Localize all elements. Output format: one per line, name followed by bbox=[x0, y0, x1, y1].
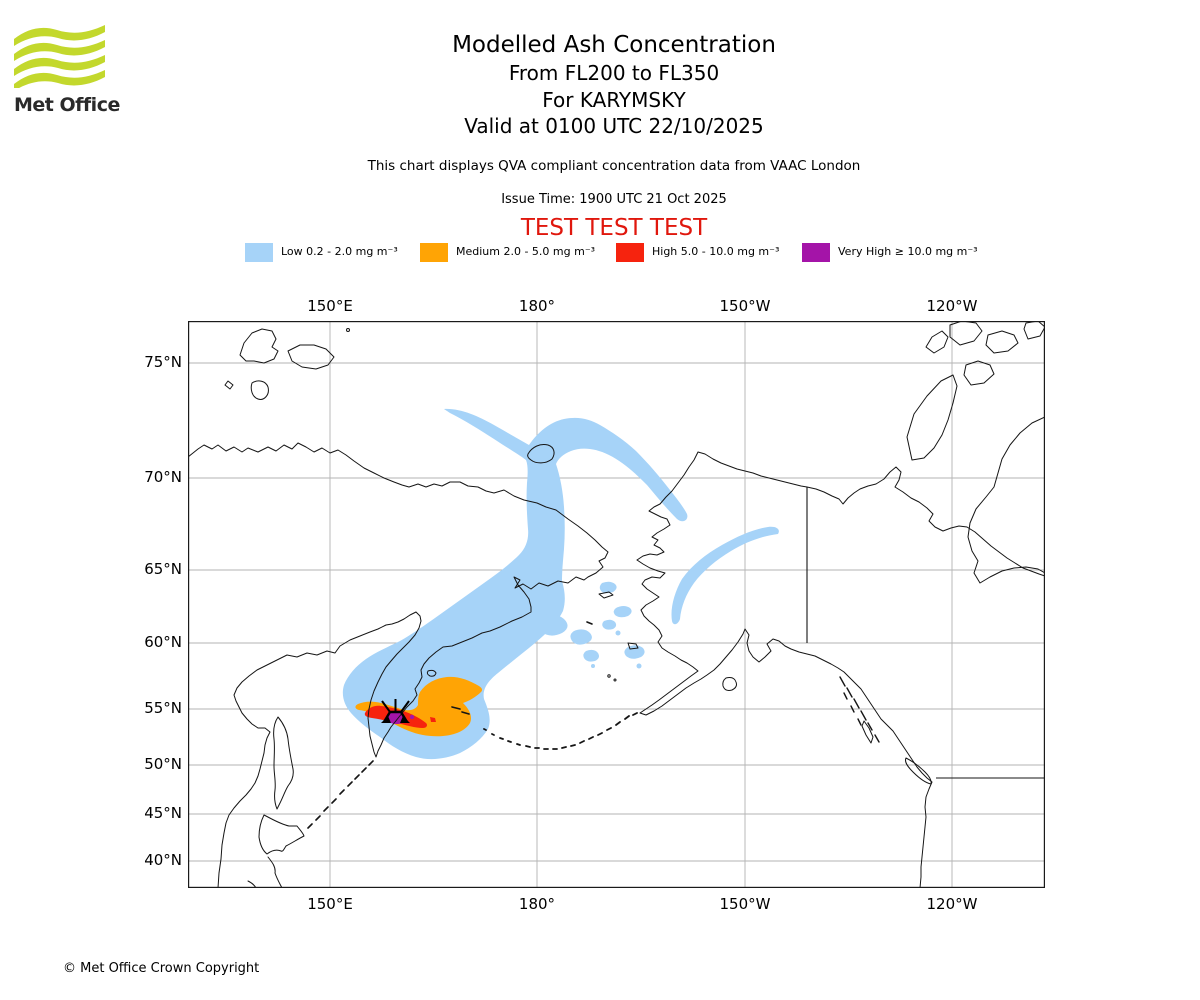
volcano-marker-icon bbox=[381, 699, 410, 723]
copyright-notice: © Met Office Crown Copyright bbox=[63, 961, 260, 976]
ash-area-medium bbox=[355, 676, 483, 737]
legend-swatch-very-high bbox=[802, 243, 830, 262]
legend-swatch-medium bbox=[420, 243, 448, 262]
legend-label-low: Low 0.2 - 2.0 mg m⁻³ bbox=[281, 245, 398, 258]
lat-tick-60n: 60°N bbox=[144, 633, 182, 651]
qva-description: This chart displays QVA compliant concen… bbox=[367, 158, 861, 174]
logo-text: Met Office bbox=[14, 94, 120, 116]
legend-label-very-high: Very High ≥ 10.0 mg m⁻³ bbox=[838, 245, 978, 258]
ash-area-low bbox=[342, 408, 779, 760]
graticule-grid bbox=[188, 321, 1045, 888]
lon-tick-top-150e: 150°E bbox=[307, 297, 353, 315]
lon-tick-bottom-120w: 120°W bbox=[926, 895, 978, 913]
issue-time: Issue Time: 1900 UTC 21 Oct 2025 bbox=[501, 192, 727, 207]
lat-tick-70n: 70°N bbox=[144, 468, 182, 486]
political-borders bbox=[806, 487, 1045, 779]
lon-tick-top-180: 180° bbox=[518, 297, 556, 315]
ash-concentration-map bbox=[188, 321, 1045, 888]
met-office-waves-icon bbox=[14, 25, 105, 91]
legend-label-medium: Medium 2.0 - 5.0 mg m⁻³ bbox=[456, 245, 596, 258]
met-office-logo: Met Office bbox=[14, 24, 134, 116]
lon-tick-top-120w: 120°W bbox=[926, 297, 978, 315]
title-block: Modelled Ash Concentration From FL200 to… bbox=[0, 30, 1200, 140]
lat-tick-50n: 50°N bbox=[144, 755, 182, 773]
lon-tick-bottom-150w: 150°W bbox=[719, 895, 771, 913]
test-banner: TEST TEST TEST bbox=[520, 215, 708, 241]
map-frame bbox=[188, 321, 1045, 888]
legend-swatch-low bbox=[245, 243, 273, 262]
lat-tick-55n: 55°N bbox=[144, 699, 182, 717]
coastlines bbox=[188, 321, 1045, 888]
legend-swatch-high bbox=[616, 243, 644, 262]
lon-tick-bottom-150e: 150°E bbox=[307, 895, 353, 913]
legend-label-high: High 5.0 - 10.0 mg m⁻³ bbox=[652, 245, 780, 258]
lon-tick-bottom-180: 180° bbox=[518, 895, 556, 913]
lat-tick-40n: 40°N bbox=[144, 851, 182, 869]
lat-tick-45n: 45°N bbox=[144, 804, 182, 822]
page-title: Modelled Ash Concentration bbox=[452, 32, 776, 58]
lat-tick-75n: 75°N bbox=[144, 353, 182, 371]
subtitle-valid-time: Valid at 0100 UTC 22/10/2025 bbox=[464, 114, 764, 138]
subtitle-volcano: For KARYMSKY bbox=[542, 87, 686, 112]
lon-tick-top-150w: 150°W bbox=[719, 297, 771, 315]
concentration-legend: Low 0.2 - 2.0 mg m⁻³ Medium 2.0 - 5.0 mg… bbox=[0, 242, 1200, 266]
subtitle-flight-levels: From FL200 to FL350 bbox=[508, 61, 720, 85]
lat-tick-65n: 65°N bbox=[144, 560, 182, 578]
